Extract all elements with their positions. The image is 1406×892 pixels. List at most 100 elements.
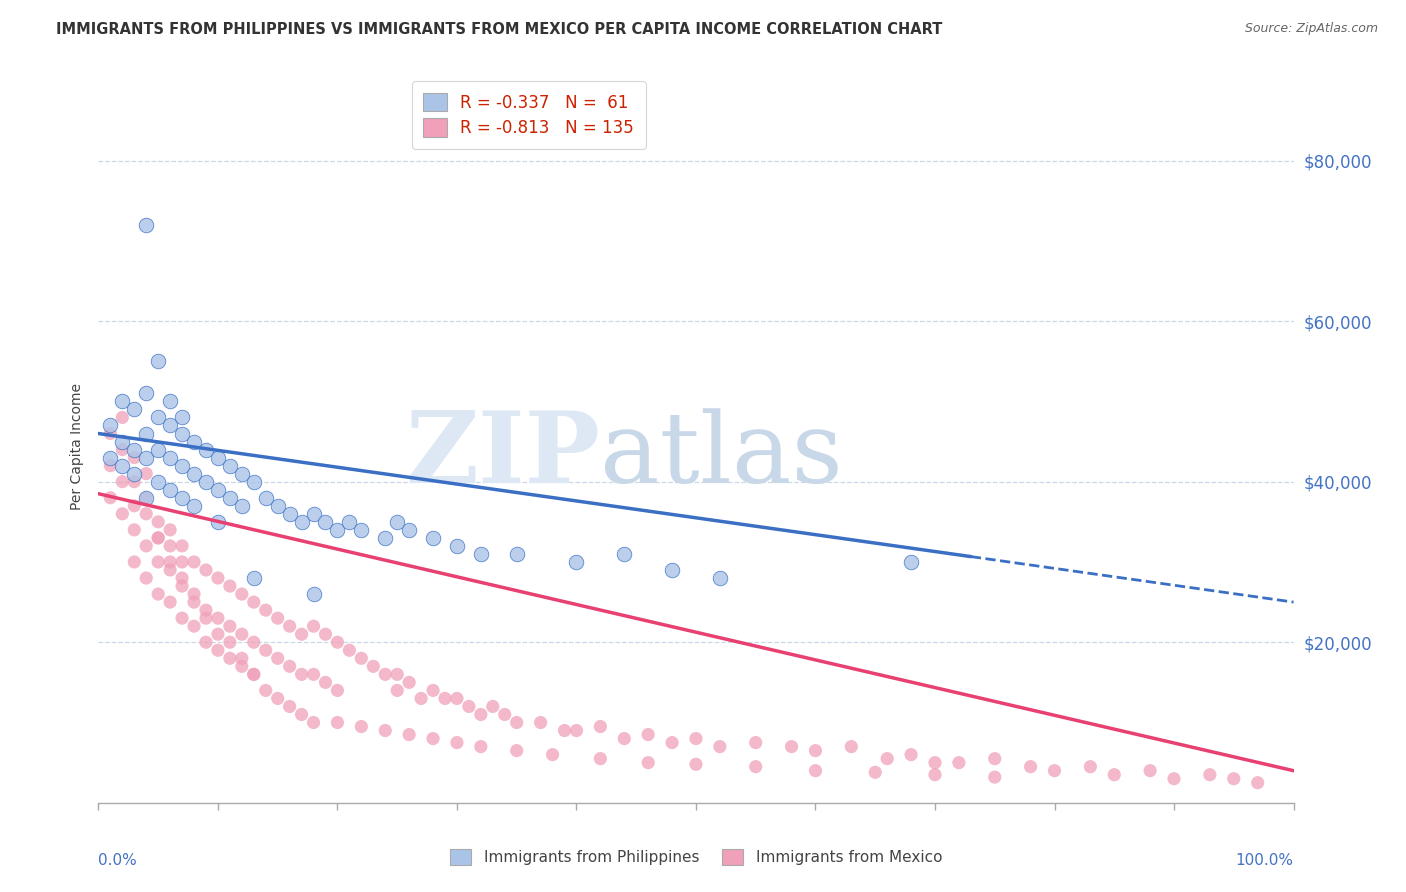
- Point: [350, 719, 373, 733]
- Point: [219, 651, 242, 665]
- Point: [159, 523, 181, 537]
- Point: [172, 410, 194, 425]
- Point: [1080, 760, 1102, 774]
- Point: [183, 467, 205, 481]
- Point: [709, 739, 731, 754]
- Point: [374, 723, 396, 738]
- Point: [111, 442, 134, 457]
- Point: [385, 667, 409, 681]
- Point: [530, 715, 553, 730]
- Point: [709, 571, 731, 585]
- Point: [183, 595, 205, 609]
- Point: [243, 475, 266, 489]
- Point: [541, 747, 564, 762]
- Point: [589, 751, 612, 765]
- Point: [219, 619, 242, 633]
- Point: [804, 744, 827, 758]
- Point: [135, 218, 157, 232]
- Point: [172, 579, 194, 593]
- Point: [350, 523, 373, 537]
- Point: [267, 691, 290, 706]
- Point: [148, 531, 170, 545]
- Point: [148, 475, 170, 489]
- Point: [434, 691, 457, 706]
- Point: [398, 675, 420, 690]
- Point: [195, 611, 218, 625]
- Point: [745, 735, 768, 749]
- Point: [613, 731, 636, 746]
- Text: ZIP: ZIP: [405, 408, 600, 505]
- Point: [195, 603, 218, 617]
- Point: [1223, 772, 1246, 786]
- Point: [326, 683, 349, 698]
- Point: [172, 539, 194, 553]
- Point: [267, 611, 290, 625]
- Point: [470, 739, 492, 754]
- Point: [1199, 767, 1222, 781]
- Point: [231, 627, 253, 641]
- Point: [506, 744, 529, 758]
- Point: [183, 434, 205, 449]
- Point: [172, 555, 194, 569]
- Point: [458, 699, 481, 714]
- Point: [685, 757, 707, 772]
- Point: [135, 507, 157, 521]
- Point: [195, 635, 218, 649]
- Point: [374, 667, 396, 681]
- Point: [565, 723, 588, 738]
- Point: [470, 547, 492, 561]
- Point: [422, 683, 444, 698]
- Point: [148, 442, 170, 457]
- Point: [876, 751, 898, 765]
- Point: [291, 515, 314, 529]
- Point: [506, 715, 529, 730]
- Point: [243, 667, 266, 681]
- Point: [219, 491, 242, 505]
- Point: [984, 751, 1007, 765]
- Point: [148, 587, 170, 601]
- Point: [172, 571, 194, 585]
- Point: [172, 426, 194, 441]
- Point: [613, 547, 636, 561]
- Point: [661, 735, 683, 749]
- Point: [339, 643, 361, 657]
- Point: [385, 683, 409, 698]
- Point: [1163, 772, 1185, 786]
- Point: [481, 699, 505, 714]
- Point: [278, 507, 301, 521]
- Point: [243, 595, 266, 609]
- Point: [315, 627, 337, 641]
- Point: [195, 475, 218, 489]
- Point: [1043, 764, 1066, 778]
- Point: [219, 579, 242, 593]
- Point: [159, 539, 181, 553]
- Text: Per Capita Income: Per Capita Income: [70, 383, 84, 509]
- Point: [924, 756, 946, 770]
- Point: [148, 515, 170, 529]
- Point: [254, 603, 277, 617]
- Point: [207, 483, 229, 497]
- Point: [111, 410, 134, 425]
- Point: [326, 715, 349, 730]
- Point: [195, 563, 218, 577]
- Point: [124, 475, 146, 489]
- Point: [172, 611, 194, 625]
- Point: [685, 731, 707, 746]
- Point: [159, 394, 181, 409]
- Point: [446, 691, 468, 706]
- Point: [111, 507, 134, 521]
- Point: [111, 434, 134, 449]
- Point: [1247, 776, 1270, 790]
- Point: [804, 764, 827, 778]
- Text: 0.0%: 0.0%: [98, 854, 138, 869]
- Point: [745, 760, 768, 774]
- Text: IMMIGRANTS FROM PHILIPPINES VS IMMIGRANTS FROM MEXICO PER CAPITA INCOME CORRELAT: IMMIGRANTS FROM PHILIPPINES VS IMMIGRANT…: [56, 22, 942, 37]
- Point: [124, 499, 146, 513]
- Point: [183, 587, 205, 601]
- Point: [135, 491, 157, 505]
- Point: [1104, 767, 1126, 781]
- Point: [124, 450, 146, 465]
- Point: [243, 667, 266, 681]
- Point: [98, 491, 122, 505]
- Point: [243, 635, 266, 649]
